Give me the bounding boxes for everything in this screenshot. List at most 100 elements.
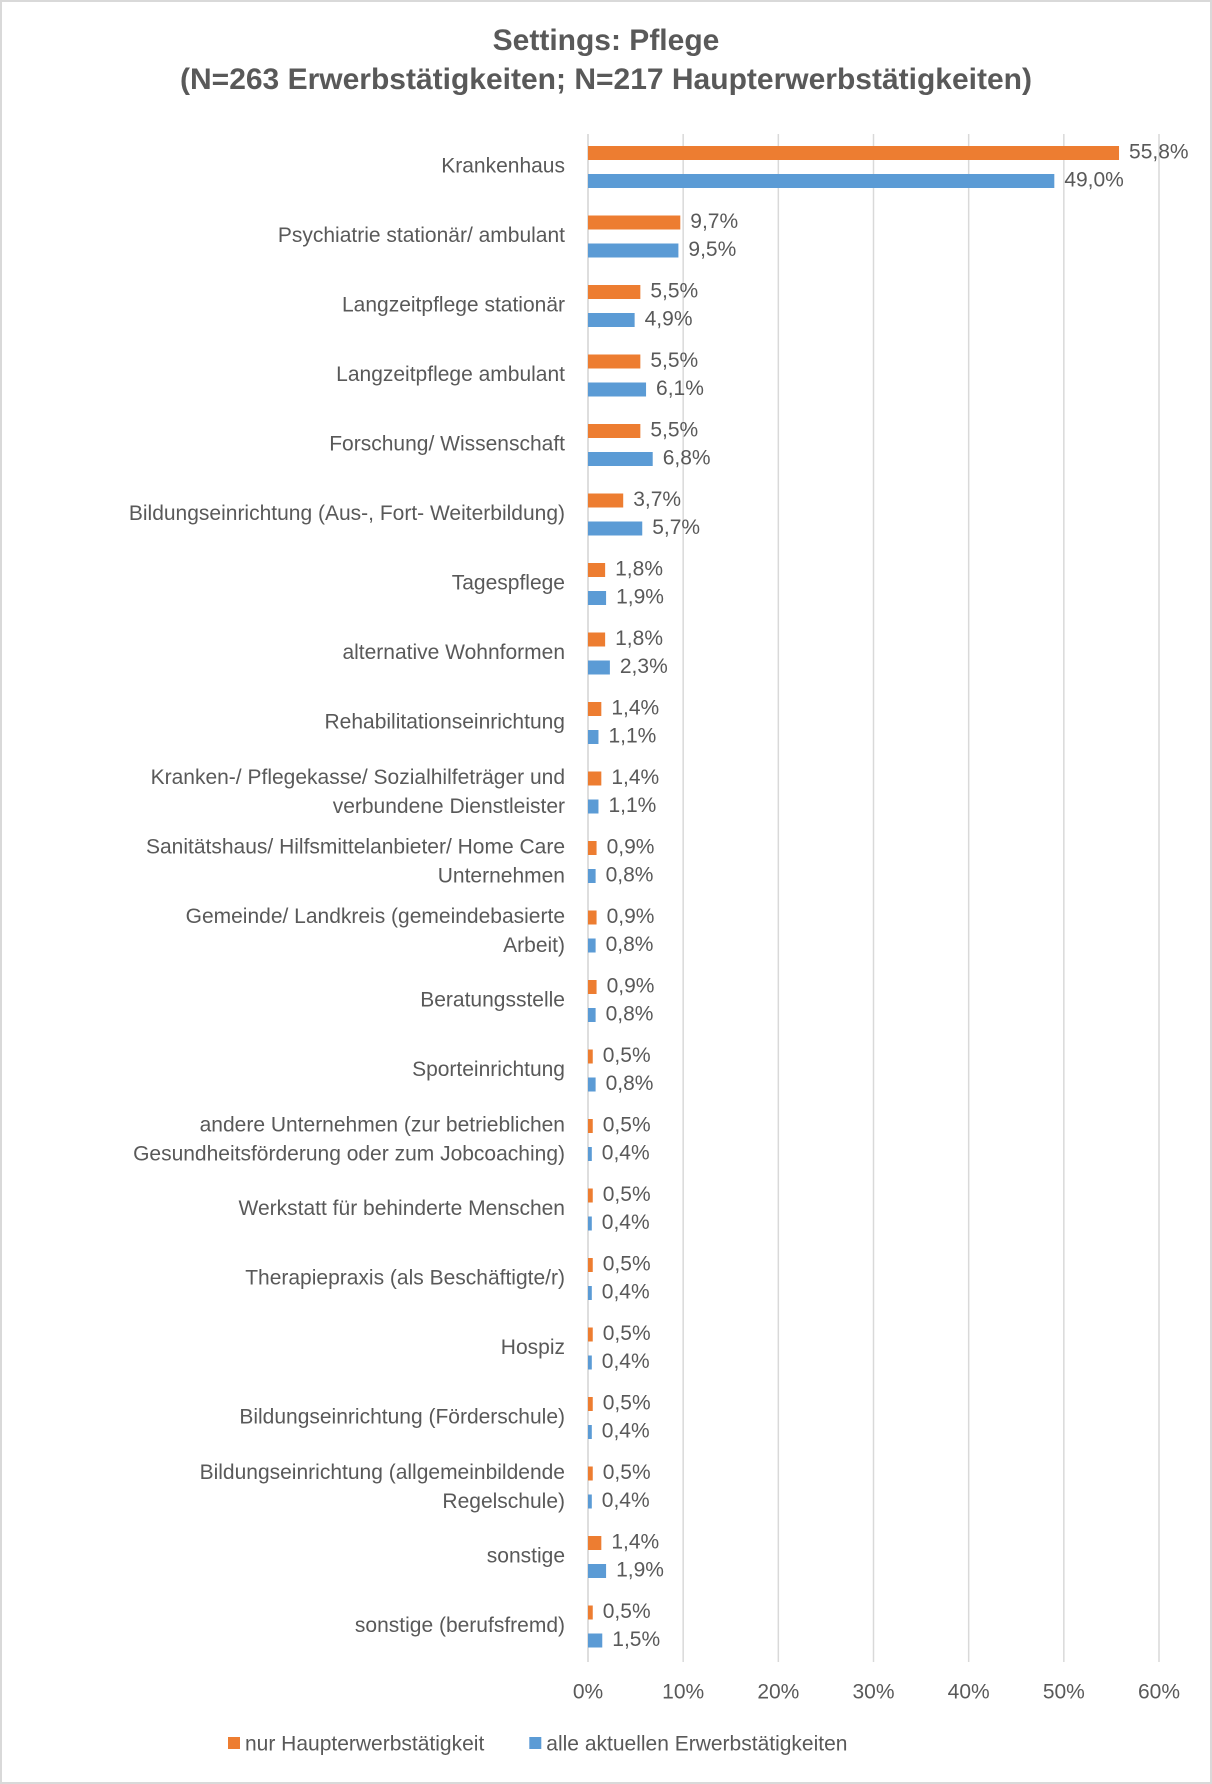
value-label: 0,8%	[606, 1072, 654, 1095]
y-tick-label: Therapiepraxis (als Beschäftigte/r)	[245, 1267, 565, 1290]
y-tick-label: Bildungseinrichtung (allgemeinbildende Re…	[200, 1461, 565, 1513]
chart-subtitle: (N=263 Erwerbstätigkeiten; N=217 Haupter…	[180, 63, 1032, 96]
bar	[588, 174, 1055, 188]
bar	[588, 493, 624, 508]
y-tick-label: sonstige (berufsfremd)	[355, 1614, 565, 1637]
y-tick-label: Forschung/ Wissenschaft	[329, 433, 565, 456]
bar	[588, 910, 597, 925]
value-label: 0,4%	[602, 1211, 650, 1234]
value-label: 0,5%	[603, 1600, 651, 1623]
bar	[588, 521, 643, 536]
value-label: 2,3%	[620, 655, 668, 678]
value-label: 0,5%	[603, 1322, 651, 1345]
bar	[588, 1147, 592, 1161]
x-tick-label: 20%	[757, 1681, 799, 1704]
value-label: 0,8%	[606, 1003, 654, 1026]
value-label: 1,1%	[608, 725, 656, 748]
bar	[588, 730, 599, 744]
y-tick-label: Gemeinde/ Landkreis (gemeindebasierte Arb…	[186, 905, 565, 957]
bar	[588, 243, 679, 258]
value-label: 0,9%	[607, 975, 655, 998]
bar	[588, 1008, 596, 1022]
bar	[588, 146, 1120, 160]
bar	[588, 313, 635, 327]
bar	[588, 1494, 592, 1509]
value-label: 0,8%	[606, 864, 654, 887]
bar	[588, 938, 596, 953]
value-label: 55,8%	[1129, 141, 1189, 164]
value-label: 4,9%	[645, 308, 693, 331]
bar	[588, 1355, 592, 1370]
value-label: 1,1%	[608, 794, 656, 817]
y-tick-label: Psychiatrie stationär/ ambulant	[278, 224, 565, 247]
bar	[588, 1397, 593, 1411]
x-tick-label: 30%	[852, 1681, 894, 1704]
value-label: 0,5%	[603, 1114, 651, 1137]
value-label: 1,4%	[611, 697, 659, 720]
value-label: 0,4%	[602, 1350, 650, 1373]
bar	[588, 563, 606, 577]
value-label: 1,5%	[612, 1628, 660, 1651]
y-tick-label: andere Unternehmen (zur betrieblichen Ges…	[133, 1113, 565, 1165]
legend-label: nur Haupterwerbstätigkeit	[245, 1733, 484, 1756]
value-label: 0,4%	[602, 1489, 650, 1512]
bar	[588, 1633, 603, 1648]
bar	[588, 1188, 593, 1203]
y-tick-label: Krankenhaus	[441, 155, 565, 178]
x-tick-label: 60%	[1138, 1681, 1180, 1704]
x-tick-label: 50%	[1043, 1681, 1085, 1704]
value-label: 1,8%	[615, 627, 663, 650]
value-label: 0,9%	[607, 905, 655, 928]
bar	[588, 1327, 593, 1342]
bar	[588, 1049, 593, 1064]
bar	[588, 660, 610, 675]
bar	[588, 452, 653, 466]
value-label: 49,0%	[1064, 169, 1124, 192]
y-tick-label: Rehabilitationseinrichtung	[325, 711, 566, 734]
value-label: 9,5%	[688, 238, 736, 261]
bar	[588, 1425, 592, 1439]
value-label: 1,9%	[616, 1559, 664, 1582]
x-tick-label: 10%	[662, 1681, 704, 1704]
bar	[588, 1216, 592, 1231]
bar	[588, 591, 607, 605]
bar	[588, 354, 641, 369]
y-tick-label: Tagespflege	[452, 572, 565, 595]
value-label: 1,4%	[611, 1531, 659, 1554]
value-label: 1,9%	[616, 586, 664, 609]
x-tick-label: 0%	[573, 1681, 603, 1704]
value-label: 0,9%	[607, 836, 655, 859]
value-label: 0,5%	[603, 1183, 651, 1206]
y-tick-label: Werkstatt für behinderte Menschen	[239, 1197, 565, 1220]
bar	[588, 1077, 596, 1092]
value-label: 1,4%	[611, 766, 659, 789]
value-label: 0,4%	[602, 1142, 650, 1165]
bar	[588, 1466, 593, 1481]
value-label: 6,8%	[663, 447, 711, 470]
bar	[588, 424, 641, 438]
legend-swatch	[529, 1737, 542, 1749]
bar	[588, 1286, 592, 1300]
bar	[588, 980, 597, 994]
bar	[588, 1536, 602, 1550]
value-label: 5,5%	[650, 280, 698, 303]
chart-title: Settings: Pflege	[493, 24, 720, 57]
bar	[588, 869, 596, 883]
legend-label: alle aktuellen Erwerbstätigkeiten	[546, 1733, 847, 1756]
value-label: 0,5%	[603, 1044, 651, 1067]
value-label: 3,7%	[633, 488, 681, 511]
bar	[588, 702, 602, 716]
bar	[588, 1258, 593, 1272]
legend-swatch	[228, 1737, 240, 1749]
y-tick-label: Sanitätshaus/ Hilfsmittelanbieter/ Home …	[146, 835, 565, 887]
bar	[588, 1564, 607, 1578]
bar	[588, 215, 681, 230]
value-label: 5,7%	[652, 516, 700, 539]
bar	[588, 841, 597, 855]
value-label: 0,8%	[606, 933, 654, 956]
bar	[588, 285, 641, 299]
y-tick-label: Kranken-/ Pflegekasse/ Sozialhilfeträger…	[151, 766, 565, 818]
y-tick-label: Sporteinrichtung	[412, 1058, 565, 1081]
bar	[588, 382, 647, 397]
